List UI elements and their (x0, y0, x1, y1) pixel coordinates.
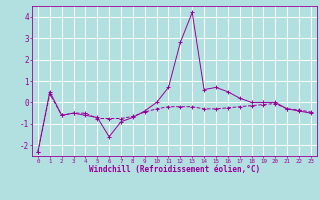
X-axis label: Windchill (Refroidissement éolien,°C): Windchill (Refroidissement éolien,°C) (89, 165, 260, 174)
